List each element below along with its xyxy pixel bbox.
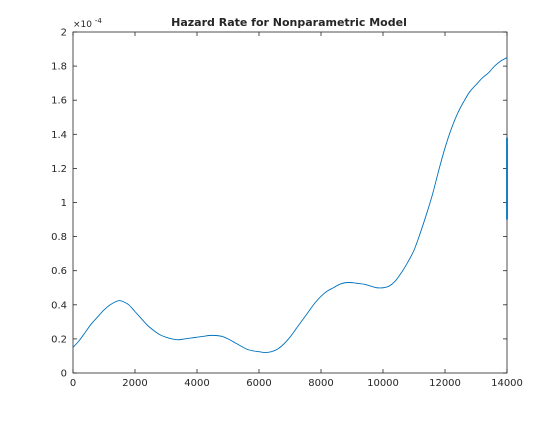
y-exponent-label: ×10 -4 [73, 17, 102, 30]
x-tick-label: 0 [70, 378, 76, 389]
y-exponent-power: -4 [95, 17, 103, 25]
hazard-rate-line [72, 57, 508, 353]
y-tick-label: 0.8 [51, 232, 67, 243]
y-exponent-base: ×10 [73, 20, 92, 30]
x-tick-label: 14000 [491, 378, 523, 389]
y-tick-label: 2 [61, 28, 67, 39]
y-tick-label: 1.8 [51, 62, 67, 73]
x-tick-label: 12000 [429, 378, 461, 389]
y-tick-label: 1.2 [51, 164, 67, 175]
y-tick-label: 1 [61, 198, 67, 209]
y-tick-label: 0.2 [51, 334, 67, 345]
y-tick-label: 1.6 [51, 96, 67, 107]
y-tick-label: 0.4 [51, 300, 67, 311]
x-tick-label: 2000 [122, 378, 147, 389]
y-tick-label: 0 [61, 369, 67, 380]
axes-box [72, 31, 508, 374]
x-tick-label: 10000 [367, 378, 399, 389]
x-tick-label: 8000 [308, 378, 333, 389]
plot-area: 0 2000 4000 6000 8000 10000 12000 14000 0 0.2 0.4 0… [51, 28, 523, 390]
chart-title: Hazard Rate for Nonparametric Model [171, 16, 407, 29]
y-tick-label: 1.4 [51, 130, 67, 141]
x-tick-label: 6000 [246, 378, 271, 389]
x-tick-label: 4000 [184, 378, 209, 389]
y-tick-label: 0.6 [51, 266, 67, 277]
